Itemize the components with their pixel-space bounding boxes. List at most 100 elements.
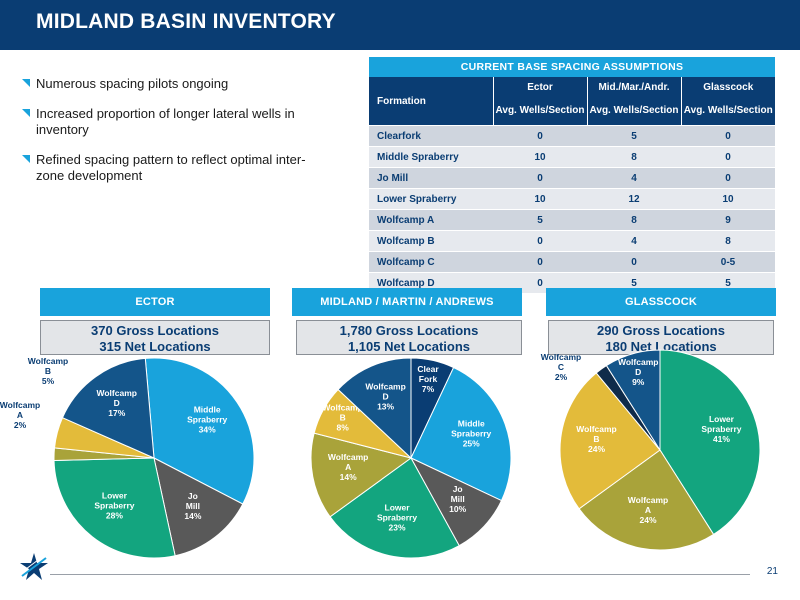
value-cell: 12 xyxy=(587,188,681,210)
region-banner-glasscock: GLASSCOCK xyxy=(546,288,776,316)
spacing-table: CURRENT BASE SPACING ASSUMPTIONS Formati… xyxy=(369,57,775,293)
bullet-item: Increased proportion of longer lateral w… xyxy=(22,106,322,138)
pie-label: Lower Spraberry 23% xyxy=(377,502,417,532)
pie-label: Wolfcamp B 24% xyxy=(576,424,616,454)
value-cell: 5 xyxy=(493,209,587,231)
formation-cell: Wolfcamp A xyxy=(369,209,493,231)
bullet-marker-icon xyxy=(22,109,30,117)
value-cell: 8 xyxy=(587,146,681,168)
value-cell: 4 xyxy=(587,167,681,189)
pie-label: Wolfcamp D 13% xyxy=(365,381,405,411)
pie-label-outside: Wolfcamp A 2% xyxy=(0,400,40,430)
value-cell: 5 xyxy=(681,272,775,293)
bullet-text: Increased proportion of longer lateral w… xyxy=(36,106,295,137)
bullet-marker-icon xyxy=(22,155,30,163)
pie-label: Jo Mill 14% xyxy=(184,491,201,521)
table-row: Lower Spraberry 10 12 10 xyxy=(369,188,775,210)
company-logo xyxy=(20,553,48,580)
pie-slice-lower-spraberry xyxy=(53,457,176,559)
formation-cell: Wolfcamp D xyxy=(369,272,493,293)
pie-slice-wolfcamp-b xyxy=(559,372,661,510)
page-title: MIDLAND BASIN INVENTORY xyxy=(36,10,336,33)
formation-header: Formation xyxy=(369,77,493,126)
pie-label: Clear Fork 7% xyxy=(417,364,439,394)
column-subheader: Avg. Wells/Section xyxy=(492,97,587,126)
pie-slice-wolfcamp-d xyxy=(61,357,155,459)
value-cell: 8 xyxy=(587,209,681,231)
pie-slice-lower-spraberry xyxy=(329,457,460,559)
pie-label: Wolfcamp A 14% xyxy=(328,452,368,482)
pie-label-outside: Wolfcamp C 2% xyxy=(541,352,581,382)
value-cell: 9 xyxy=(681,209,775,231)
value-cell: 0-5 xyxy=(681,251,775,273)
table-row: Wolfcamp A 5 8 9 xyxy=(369,209,775,231)
pie-label: Lower Spraberry 28% xyxy=(94,490,134,520)
pie-label: Wolfcamp D 17% xyxy=(97,388,137,418)
table-row: Wolfcamp C 0 0 0-5 xyxy=(369,251,775,273)
footer-divider xyxy=(50,574,750,575)
value-cell: 0 xyxy=(681,125,775,147)
pie-label: Wolfcamp B 8% xyxy=(322,402,362,432)
net-locations: 315 Net Locations xyxy=(99,339,211,354)
value-cell: 4 xyxy=(587,230,681,252)
value-cell: 0 xyxy=(681,167,775,189)
table-row: Middle Spraberry 10 8 0 xyxy=(369,146,775,168)
bullet-marker-icon xyxy=(22,79,30,87)
pie-slice-wolfcamp-d xyxy=(605,349,661,452)
value-cell: 8 xyxy=(681,230,775,252)
pie-label: Middle Spraberry 34% xyxy=(187,404,227,434)
value-cell: 0 xyxy=(681,146,775,168)
pie-label: Wolfcamp A 24% xyxy=(628,495,668,525)
pie-slice-middle-spraberry xyxy=(410,366,512,502)
value-cell: 0 xyxy=(493,251,587,273)
header-bar: MIDLAND BASIN INVENTORY xyxy=(0,0,800,50)
pie-label-outside: Wolfcamp B 5% xyxy=(28,356,68,386)
bullet-text: Refined spacing pattern to reflect optim… xyxy=(36,152,306,183)
locations-box-midland: 1,780 Gross Locations 1,105 Net Location… xyxy=(296,320,522,355)
pie-slice-wolfcamp-d xyxy=(337,357,412,460)
net-locations: 180 Net Locations xyxy=(605,339,717,354)
net-locations: 1,105 Net Locations xyxy=(347,339,471,354)
gross-locations: 290 Gross Locations xyxy=(597,323,725,338)
pie-slice-jo-mill xyxy=(153,457,244,557)
pie-label: Jo Mill 10% xyxy=(449,484,466,514)
column-header-ector: Ector xyxy=(492,77,587,97)
formation-cell: Lower Spraberry xyxy=(369,188,493,210)
gross-locations: 1,780 Gross Locations xyxy=(339,323,479,338)
value-cell: 5 xyxy=(587,125,681,147)
formation-cell: Middle Spraberry xyxy=(369,146,493,168)
table-row: Clearfork 0 5 0 xyxy=(369,125,775,147)
locations-box-ector: 370 Gross Locations 315 Net Locations xyxy=(40,320,270,355)
table-row: Wolfcamp B 0 4 8 xyxy=(369,230,775,252)
column-header-midland: Mid./Mar./Andr. xyxy=(586,77,681,97)
region-banner-midland: MIDLAND / MARTIN / ANDREWS xyxy=(292,288,522,316)
pie-slice-wolfcamp-a xyxy=(578,449,715,551)
locations-box-glasscock: 290 Gross Locations 180 Net Locations xyxy=(548,320,774,355)
value-cell: 0 xyxy=(493,230,587,252)
table-row: Wolfcamp D 0 5 5 xyxy=(369,272,775,293)
bullet-item: Numerous spacing pilots ongoing xyxy=(22,76,322,92)
value-cell: 0 xyxy=(493,125,587,147)
pie-label: Wolfcamp D 9% xyxy=(618,357,658,387)
value-cell: 5 xyxy=(587,272,681,293)
bullet-item: Refined spacing pattern to reflect optim… xyxy=(22,152,322,184)
bullet-list: Numerous spacing pilots ongoing Increase… xyxy=(22,76,322,198)
formation-cell: Wolfcamp C xyxy=(369,251,493,273)
table-title: CURRENT BASE SPACING ASSUMPTIONS xyxy=(369,57,775,77)
region-banner-ector: ECTOR xyxy=(40,288,270,316)
column-subheader: Avg. Wells/Section xyxy=(680,97,775,126)
formation-cell: Wolfcamp B xyxy=(369,230,493,252)
value-cell: 10 xyxy=(493,188,587,210)
pie-slice-lower-spraberry xyxy=(659,349,761,536)
formation-cell: Clearfork xyxy=(369,125,493,147)
gross-locations: 370 Gross Locations xyxy=(91,323,219,338)
column-subheader: Avg. Wells/Section xyxy=(586,97,681,126)
pie-label: Lower Spraberry 41% xyxy=(701,414,741,444)
value-cell: 0 xyxy=(493,167,587,189)
value-cell: 10 xyxy=(493,146,587,168)
pie-label: Middle Spraberry 25% xyxy=(451,418,491,448)
value-cell: 0 xyxy=(493,272,587,293)
page-number: 21 xyxy=(766,566,778,577)
value-cell: 0 xyxy=(587,251,681,273)
